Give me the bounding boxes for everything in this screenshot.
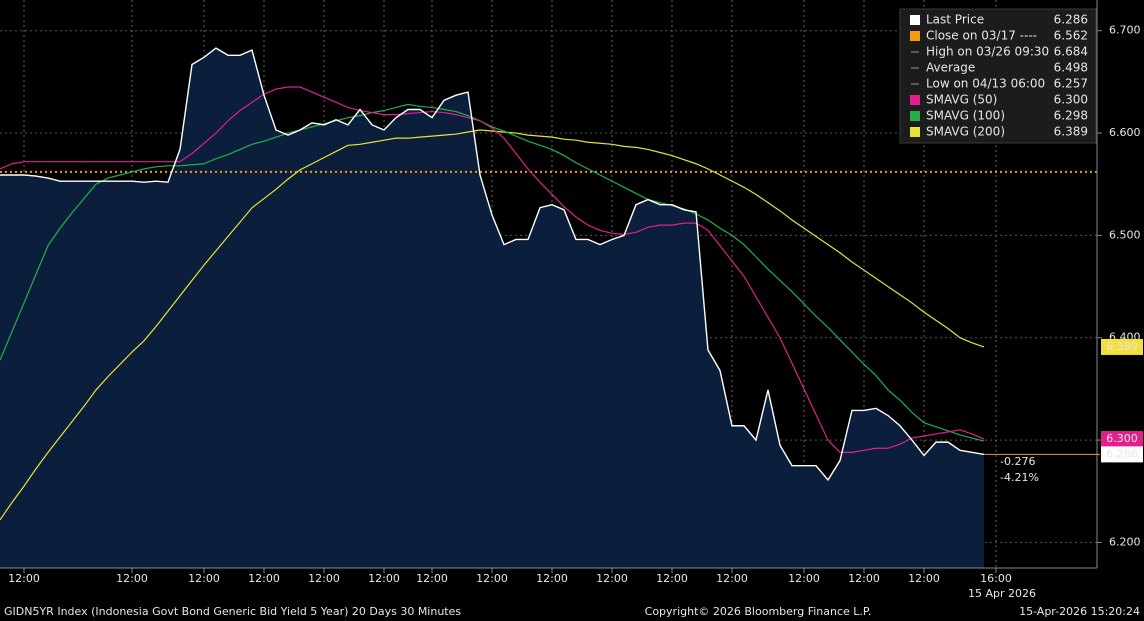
footer-center: Copyright© 2026 Bloomberg Finance L.P. — [645, 605, 872, 618]
x-tick-label: 12:00 — [476, 572, 508, 585]
x-tick-label: 12:00 — [536, 572, 568, 585]
legend-label: SMAVG (100) — [926, 109, 1005, 123]
x-tick-label: 12:00 — [8, 572, 40, 585]
legend-label: Close on 03/17 ---- — [926, 29, 1037, 43]
price-line — [0, 47, 985, 482]
y-tick-label: 6.500 — [1109, 228, 1141, 241]
value-badge-text: 6.389 — [1106, 340, 1138, 353]
change-label: -0.276 — [1000, 455, 1035, 468]
legend-box — [899, 8, 1097, 144]
value-badge — [1101, 431, 1143, 448]
date-label: 15 Apr 2026 — [968, 587, 1036, 600]
legend-value: 6.257 — [1054, 77, 1088, 91]
y-tick-label: 6.700 — [1109, 24, 1141, 37]
price-area — [0, 48, 984, 569]
x-tick-label: 12:00 — [788, 572, 820, 585]
legend-label: Last Price — [926, 13, 984, 27]
y-tick-label: 6.600 — [1109, 126, 1141, 139]
sma-line — [0, 103, 985, 442]
change-label: -4.21% — [1000, 471, 1039, 484]
x-tick-label: 12:00 — [188, 572, 220, 585]
legend-swatch — [910, 31, 920, 41]
value-badge-text: 6.286 — [1106, 447, 1138, 460]
footer-left: GIDN5YR Index (Indonesia Govt Bond Gener… — [4, 605, 461, 618]
legend-value: 6.562 — [1054, 29, 1088, 43]
sma-line — [0, 86, 985, 453]
legend-swatch — [910, 127, 920, 137]
legend-swatch — [910, 111, 920, 121]
legend-value: 6.298 — [1054, 109, 1088, 123]
value-badge — [1101, 446, 1143, 463]
x-tick-label: 12:00 — [716, 572, 748, 585]
value-badge — [1101, 338, 1143, 355]
legend-value: 6.286 — [1054, 13, 1088, 27]
x-tick-label: 12:00 — [416, 572, 448, 585]
legend-swatch — [910, 95, 920, 105]
legend-swatch — [910, 15, 920, 25]
x-tick-label: 12:00 — [368, 572, 400, 585]
legend-value: 6.684 — [1054, 45, 1088, 59]
legend-label: SMAVG (50) — [926, 93, 997, 107]
x-tick-label: 12:00 — [116, 572, 148, 585]
plot-area — [0, 0, 1097, 569]
x-tick-label: 12:00 — [596, 572, 628, 585]
y-tick-label: 6.200 — [1109, 535, 1141, 548]
legend-value: 6.498 — [1054, 61, 1088, 75]
legend-label: Average — [926, 61, 975, 75]
legend-label: High on 03/26 09:30 — [926, 45, 1049, 59]
x-tick-label: 12:00 — [908, 572, 940, 585]
x-tick-label: 16:00 — [980, 572, 1012, 585]
legend-value: 6.389 — [1054, 125, 1088, 139]
x-tick-label: 12:00 — [656, 572, 688, 585]
legend-label: SMAVG (200) — [926, 125, 1005, 139]
legend-value: 6.300 — [1054, 93, 1088, 107]
footer-right: 15-Apr-2026 15:20:24 — [1019, 605, 1140, 618]
x-tick-label: 12:00 — [848, 572, 880, 585]
x-tick-label: 12:00 — [248, 572, 280, 585]
x-tick-label: 12:00 — [308, 572, 340, 585]
sma-line — [0, 129, 985, 521]
value-badge-text: 6.300 — [1106, 432, 1138, 445]
legend-label: Low on 04/13 06:00 — [926, 77, 1045, 91]
